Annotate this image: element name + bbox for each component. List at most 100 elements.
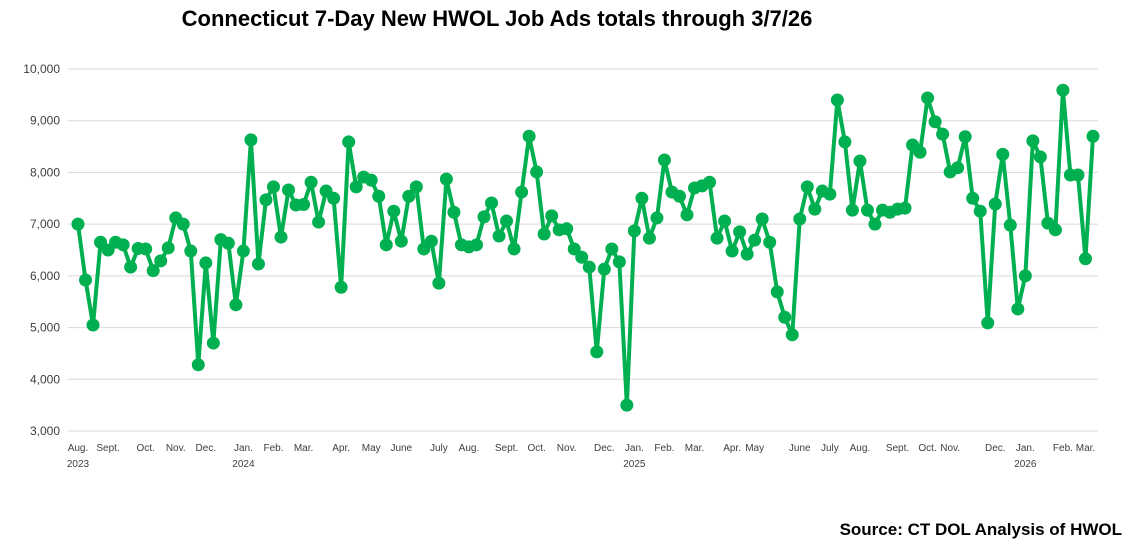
data-point — [1026, 134, 1040, 148]
data-point — [703, 175, 717, 189]
data-point — [650, 211, 664, 225]
data-point — [680, 208, 694, 222]
data-point — [424, 234, 438, 248]
data-point — [928, 115, 942, 129]
data-point — [485, 196, 499, 210]
data-point — [439, 172, 453, 186]
data-point — [1018, 269, 1032, 283]
x-tick-label: Apr. — [332, 443, 350, 454]
data-point — [785, 328, 799, 342]
x-tick-label: Sept. — [96, 443, 119, 454]
data-point — [191, 358, 205, 372]
data-point — [951, 161, 965, 175]
data-point — [515, 185, 529, 199]
data-point — [387, 204, 401, 218]
data-point — [567, 242, 581, 256]
data-point — [1071, 168, 1085, 182]
x-tick-label: Nov. — [940, 443, 960, 454]
data-point — [312, 215, 326, 229]
data-point — [1056, 83, 1070, 97]
y-tick-label: 8,000 — [30, 165, 60, 179]
x-tick-label: Mar. — [1076, 443, 1095, 454]
x-tick-label: Oct. — [136, 443, 154, 454]
x-tick-label: Dec. — [985, 443, 1006, 454]
data-point — [958, 130, 972, 144]
y-tick-label: 4,000 — [30, 372, 60, 386]
x-tick-label: Feb. — [654, 443, 674, 454]
data-point — [530, 165, 544, 179]
data-point — [86, 318, 100, 332]
data-point — [342, 135, 356, 149]
data-point — [447, 205, 461, 219]
data-point — [755, 212, 769, 226]
data-point — [582, 260, 596, 274]
data-point — [635, 191, 649, 205]
x-tick-label: June — [390, 443, 412, 454]
data-point — [507, 242, 521, 256]
data-point — [575, 250, 589, 264]
data-point — [860, 203, 874, 217]
x-year-label: 2026 — [1014, 459, 1037, 470]
data-point — [304, 175, 318, 189]
data-point — [605, 242, 619, 256]
data-point — [297, 197, 311, 211]
data-point — [853, 154, 867, 168]
data-point — [206, 336, 220, 350]
data-point — [334, 280, 348, 294]
x-year-label: 2023 — [67, 459, 90, 470]
data-point — [236, 244, 250, 258]
data-point — [199, 256, 213, 270]
data-point — [973, 204, 987, 218]
data-point — [244, 133, 258, 147]
x-tick-label: Jan. — [625, 443, 644, 454]
data-point — [627, 224, 641, 238]
data-point — [778, 310, 792, 324]
x-year-label: 2024 — [232, 459, 255, 470]
data-point — [808, 202, 822, 216]
data-point — [432, 276, 446, 290]
data-point — [402, 189, 416, 203]
data-point — [763, 235, 777, 249]
data-point — [823, 187, 837, 201]
x-tick-label: Nov. — [166, 443, 186, 454]
data-point — [266, 180, 280, 194]
data-point — [770, 285, 784, 299]
y-tick-label: 6,000 — [30, 269, 60, 283]
x-tick-label: July — [821, 443, 839, 454]
x-tick-label: Apr. — [723, 443, 741, 454]
x-tick-label: May — [362, 443, 381, 454]
y-tick-label: 10,000 — [23, 62, 60, 76]
data-point — [372, 189, 386, 203]
data-point — [146, 264, 160, 278]
data-point — [612, 255, 626, 269]
x-tick-label: Mar. — [685, 443, 704, 454]
data-point — [176, 217, 190, 231]
x-tick-label: Sept. — [495, 443, 518, 454]
data-point — [642, 231, 656, 245]
data-point — [71, 217, 85, 231]
data-point — [154, 254, 168, 268]
data-point — [710, 231, 724, 245]
data-point — [590, 345, 604, 359]
y-tick-label: 3,000 — [30, 424, 60, 438]
data-point — [733, 225, 747, 239]
data-point — [1048, 223, 1062, 237]
chart-title: Connecticut 7-Day New HWOL Job Ads total… — [182, 6, 813, 31]
data-point — [845, 203, 859, 217]
data-point — [800, 180, 814, 194]
data-point — [657, 153, 671, 167]
data-point — [229, 298, 243, 312]
data-point — [379, 238, 393, 252]
data-point — [830, 93, 844, 107]
y-tick-label: 7,000 — [30, 217, 60, 231]
data-point — [838, 135, 852, 149]
data-point — [966, 191, 980, 205]
x-tick-label: May — [745, 443, 764, 454]
data-point — [251, 257, 265, 271]
data-point — [500, 214, 514, 228]
data-point — [116, 238, 130, 252]
x-tick-label: June — [789, 443, 811, 454]
data-point — [988, 197, 1002, 211]
data-point — [522, 129, 536, 143]
data-point — [996, 147, 1010, 161]
